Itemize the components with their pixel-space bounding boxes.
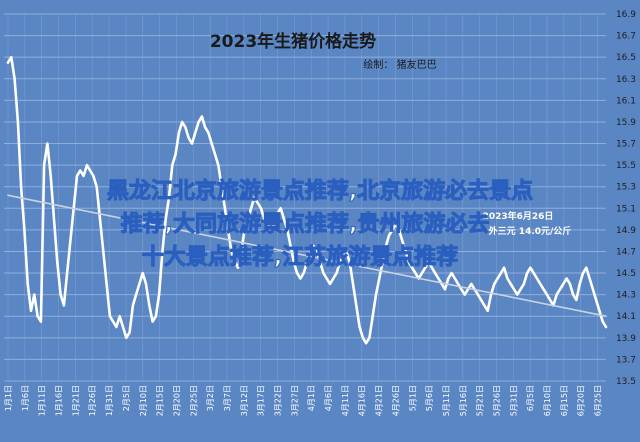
x-tick-label: 2月10日 (139, 385, 148, 416)
y-tick-label: 15.3 (616, 183, 636, 193)
x-tick-label: 2月25日 (189, 385, 198, 416)
x-tick-label: 1月11日 (38, 385, 47, 416)
y-tick-label: 14.9 (616, 226, 636, 236)
x-tick-label: 3月22日 (274, 385, 283, 416)
watermark-line-1: 黑龙江北京旅游景点推荐,北京旅游必去景点 (107, 178, 533, 204)
x-tick-label: 4月16日 (358, 385, 367, 416)
y-tick-label: 13.7 (616, 355, 636, 365)
y-tick-label: 16.5 (616, 53, 636, 63)
x-tick-label: 3月27日 (290, 385, 299, 416)
x-tick-label: 6月25日 (594, 385, 603, 416)
y-tick-label: 15.9 (616, 118, 636, 128)
y-tick-label: 14.7 (616, 247, 636, 257)
y-tick-label: 14.3 (616, 291, 636, 301)
x-tick-label: 1月31日 (105, 385, 114, 416)
x-axis-ticks: 1月1日 1月6日 1月11日 1月16日 1月21日 1月26日 1月31日 2月5日 2月1… (4, 385, 603, 416)
x-tick-label: 5月21日 (476, 385, 485, 416)
x-tick-label: 3月2日 (206, 385, 215, 411)
x-tick-label: 5月1日 (408, 385, 417, 411)
chart-subtitle: 绘制： 猪友巴巴 (363, 58, 436, 71)
x-tick-label: 6月10日 (543, 385, 552, 416)
price-line (6, 55, 608, 345)
x-tick-label: 4月6日 (324, 385, 333, 411)
trend-line (7, 194, 607, 318)
watermark-line-3: 十大景点推荐,江苏旅游景点推荐 (142, 244, 458, 270)
x-tick-label: 1月16日 (55, 385, 64, 416)
y-tick-label: 16.7 (616, 32, 636, 42)
x-tick-label: 4月11日 (341, 385, 350, 416)
x-tick-label: 6月5日 (526, 385, 535, 411)
x-tick-label: 4月26日 (391, 385, 400, 416)
x-tick-label: 4月1日 (307, 385, 316, 411)
x-tick-label: 1月26日 (88, 385, 97, 416)
annotation-price: 外三元 14.0元/公斤 (488, 225, 572, 237)
x-tick-label: 5月26日 (493, 385, 502, 416)
x-tick-label: 1月21日 (71, 385, 80, 416)
x-tick-label: 6月20日 (577, 385, 586, 416)
x-tick-label: 5月16日 (459, 385, 468, 416)
y-axis-ticks: 13.5 13.7 13.9 14.1 14.3 14.5 14.7 14.9 15.1 15.3… (616, 10, 636, 387)
y-tick-label: 15.1 (616, 204, 636, 214)
y-tick-label: 16.9 (616, 10, 636, 20)
x-tick-label: 2月5日 (122, 385, 131, 411)
y-tick-label: 14.1 (616, 312, 636, 322)
series-layer (6, 55, 608, 345)
y-tick-label: 16.3 (616, 75, 636, 85)
x-tick-label: 1月1日 (4, 385, 13, 411)
x-tick-label: 6月15日 (560, 385, 569, 416)
x-tick-label: 4月21日 (375, 385, 384, 416)
watermark-line-2: 推荐,大同旅游景点推荐,贵州旅游必去 (121, 211, 490, 237)
x-tick-label: 5月6日 (425, 385, 434, 411)
y-tick-label: 14.5 (616, 269, 636, 279)
y-tick-label: 15.7 (616, 140, 636, 150)
x-tick-label: 3月17日 (257, 385, 266, 416)
x-tick-label: 5月31日 (509, 385, 518, 416)
annotation-date: 2023年6月26日 (483, 210, 554, 222)
x-tick-label: 2月15日 (156, 385, 165, 416)
chart-title: 2023年生猪价格走势 (210, 31, 376, 52)
y-tick-label: 13.5 (616, 377, 636, 387)
y-tick-label: 13.9 (616, 334, 636, 344)
x-tick-label: 2月20日 (172, 385, 181, 416)
x-tick-label: 3月12日 (240, 385, 249, 416)
x-tick-label: 1月6日 (21, 385, 30, 411)
y-tick-label: 16.1 (616, 96, 636, 106)
x-tick-label: 3月7日 (223, 385, 232, 411)
y-tick-label: 15.5 (616, 161, 636, 171)
x-tick-label: 5月11日 (442, 385, 451, 416)
